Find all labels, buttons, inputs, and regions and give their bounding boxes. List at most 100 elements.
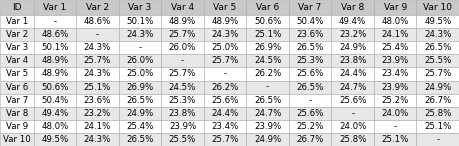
Bar: [161, 28, 204, 41]
Text: 25.8%: 25.8%: [424, 109, 451, 118]
Bar: [331, 0, 374, 15]
Text: 23.2%: 23.2%: [339, 30, 366, 39]
Bar: [76, 28, 119, 41]
Text: 49.4%: 49.4%: [339, 17, 366, 26]
Text: 24.1%: 24.1%: [84, 122, 111, 131]
Bar: [119, 133, 161, 146]
Text: 26.5%: 26.5%: [254, 96, 281, 105]
Text: 23.8%: 23.8%: [339, 56, 366, 65]
Text: 49.5%: 49.5%: [41, 135, 68, 144]
Text: Var 5: Var 5: [213, 3, 237, 12]
Bar: [76, 15, 119, 28]
Bar: [76, 41, 119, 54]
Text: 50.4%: 50.4%: [297, 17, 324, 26]
Text: 25.0%: 25.0%: [211, 43, 239, 52]
Bar: [76, 81, 119, 94]
Bar: [76, 0, 119, 15]
Text: 48.9%: 48.9%: [41, 56, 68, 65]
Text: 48.9%: 48.9%: [212, 17, 239, 26]
Text: 24.3%: 24.3%: [84, 43, 111, 52]
Text: 25.7%: 25.7%: [169, 30, 196, 39]
Text: 24.9%: 24.9%: [424, 83, 451, 92]
Bar: [204, 67, 246, 81]
Text: 48.6%: 48.6%: [41, 30, 68, 39]
Bar: [374, 81, 416, 94]
Text: Var 5: Var 5: [6, 69, 28, 79]
Bar: [161, 107, 204, 120]
Bar: [34, 41, 76, 54]
Bar: [161, 133, 204, 146]
Bar: [119, 0, 161, 15]
Text: 26.7%: 26.7%: [424, 96, 451, 105]
Text: -: -: [139, 43, 141, 52]
Bar: [416, 54, 459, 67]
Bar: [0, 67, 34, 81]
Text: 24.9%: 24.9%: [126, 109, 154, 118]
Text: 50.4%: 50.4%: [41, 96, 68, 105]
Text: 26.0%: 26.0%: [126, 56, 154, 65]
Bar: [204, 133, 246, 146]
Bar: [0, 41, 34, 54]
Bar: [246, 120, 289, 133]
Bar: [76, 67, 119, 81]
Text: Var 9: Var 9: [384, 3, 407, 12]
Text: Var 10: Var 10: [423, 3, 452, 12]
Bar: [161, 94, 204, 107]
Bar: [416, 94, 459, 107]
Bar: [331, 54, 374, 67]
Bar: [34, 54, 76, 67]
Text: ID: ID: [12, 3, 22, 12]
Bar: [0, 28, 34, 41]
Text: Var 6: Var 6: [256, 3, 279, 12]
Text: Var 7: Var 7: [6, 96, 28, 105]
Text: Var 2: Var 2: [6, 30, 28, 39]
Bar: [0, 94, 34, 107]
Text: -: -: [308, 96, 312, 105]
Bar: [34, 28, 76, 41]
Bar: [34, 120, 76, 133]
Text: 24.3%: 24.3%: [126, 30, 154, 39]
Text: 26.9%: 26.9%: [126, 83, 154, 92]
Text: -: -: [96, 30, 99, 39]
Bar: [246, 54, 289, 67]
Bar: [289, 0, 331, 15]
Text: 26.2%: 26.2%: [254, 69, 281, 79]
Bar: [161, 81, 204, 94]
Bar: [289, 54, 331, 67]
Bar: [416, 107, 459, 120]
Text: 24.3%: 24.3%: [211, 30, 239, 39]
Bar: [289, 41, 331, 54]
Text: -: -: [224, 69, 227, 79]
Bar: [246, 41, 289, 54]
Bar: [331, 81, 374, 94]
Text: 24.0%: 24.0%: [381, 109, 409, 118]
Text: 24.1%: 24.1%: [381, 30, 409, 39]
Bar: [374, 0, 416, 15]
Bar: [0, 107, 34, 120]
Bar: [416, 81, 459, 94]
Bar: [246, 15, 289, 28]
Text: 25.6%: 25.6%: [297, 109, 324, 118]
Text: -: -: [266, 83, 269, 92]
Bar: [331, 67, 374, 81]
Text: -: -: [181, 56, 184, 65]
Text: 23.9%: 23.9%: [381, 83, 409, 92]
Text: 23.9%: 23.9%: [254, 122, 281, 131]
Bar: [246, 133, 289, 146]
Bar: [374, 41, 416, 54]
Text: 23.9%: 23.9%: [169, 122, 196, 131]
Text: 23.2%: 23.2%: [84, 109, 111, 118]
Bar: [161, 0, 204, 15]
Text: 25.3%: 25.3%: [297, 56, 324, 65]
Text: 24.7%: 24.7%: [339, 83, 366, 92]
Bar: [161, 67, 204, 81]
Text: 26.2%: 26.2%: [211, 83, 239, 92]
Bar: [161, 15, 204, 28]
Text: 25.2%: 25.2%: [381, 96, 409, 105]
Text: 25.3%: 25.3%: [169, 96, 196, 105]
Text: Var 9: Var 9: [6, 122, 28, 131]
Bar: [34, 81, 76, 94]
Bar: [0, 81, 34, 94]
Bar: [76, 54, 119, 67]
Text: Var 3: Var 3: [6, 43, 28, 52]
